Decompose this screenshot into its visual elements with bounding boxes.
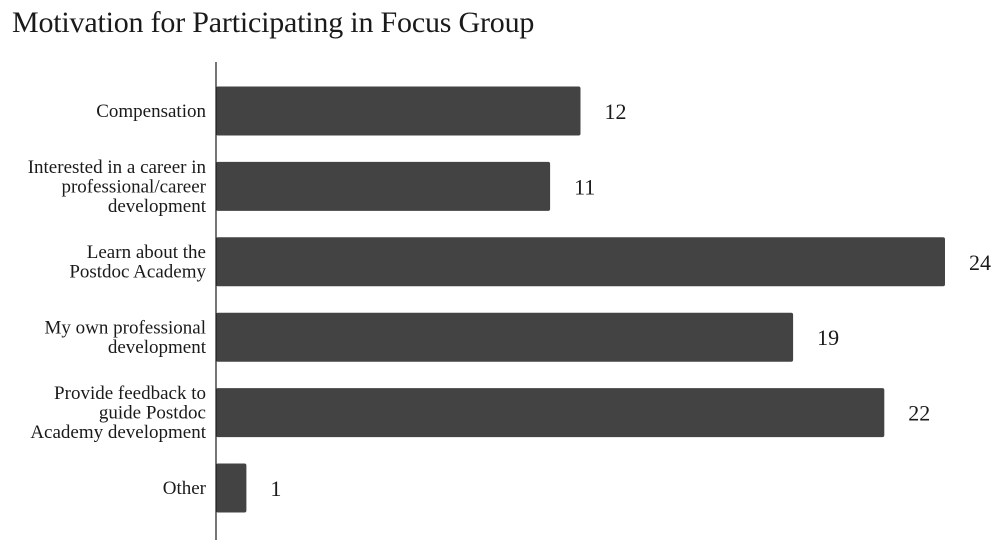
category-label-4-line-0: Provide feedback to <box>54 383 206 404</box>
bar-1 <box>216 161 551 211</box>
category-label-5: Other <box>163 478 207 499</box>
bars-layer <box>216 86 945 513</box>
category-label-5-line-0: Other <box>163 478 207 499</box>
category-labels: Compensation Interested in a career in pro… <box>28 101 207 499</box>
bar-0 <box>216 86 581 136</box>
value-label-3: 19 <box>817 325 839 350</box>
category-label-3: My own professional development <box>45 318 207 359</box>
category-label-4-line-1: guide Postdoc <box>99 403 206 424</box>
category-label-1-line-0: Interested in a career in <box>28 157 207 178</box>
value-labels: 12 11 24 19 22 1 <box>270 99 991 501</box>
value-label-1: 11 <box>574 174 595 199</box>
category-label-3-line-1: development <box>108 337 207 358</box>
value-label-5: 1 <box>270 476 281 501</box>
bar-5 <box>216 463 247 513</box>
category-label-1-line-2: development <box>108 196 207 217</box>
category-label-2-line-0: Learn about the <box>87 242 206 263</box>
chart-title: Motivation for Participating in Focus Gr… <box>12 6 535 39</box>
bar-3 <box>216 312 794 362</box>
category-label-3-line-0: My own professional <box>45 318 206 339</box>
category-label-0: Compensation <box>96 101 206 122</box>
value-label-4: 22 <box>908 401 930 426</box>
bar-4 <box>216 388 885 438</box>
category-label-1-line-1: professional/career <box>61 176 206 197</box>
value-label-2: 24 <box>969 250 991 275</box>
bar-2 <box>216 237 945 287</box>
category-label-0-line-0: Compensation <box>96 101 206 122</box>
category-label-4: Provide feedback to guide Postdoc Academy … <box>30 383 206 443</box>
value-label-0: 12 <box>605 99 627 124</box>
category-label-2: Learn about the Postdoc Academy <box>69 242 206 283</box>
category-label-4-line-2: Academy development <box>30 422 206 443</box>
category-label-1: Interested in a career in professional/ca… <box>28 157 207 217</box>
category-label-2-line-1: Postdoc Academy <box>69 262 206 283</box>
